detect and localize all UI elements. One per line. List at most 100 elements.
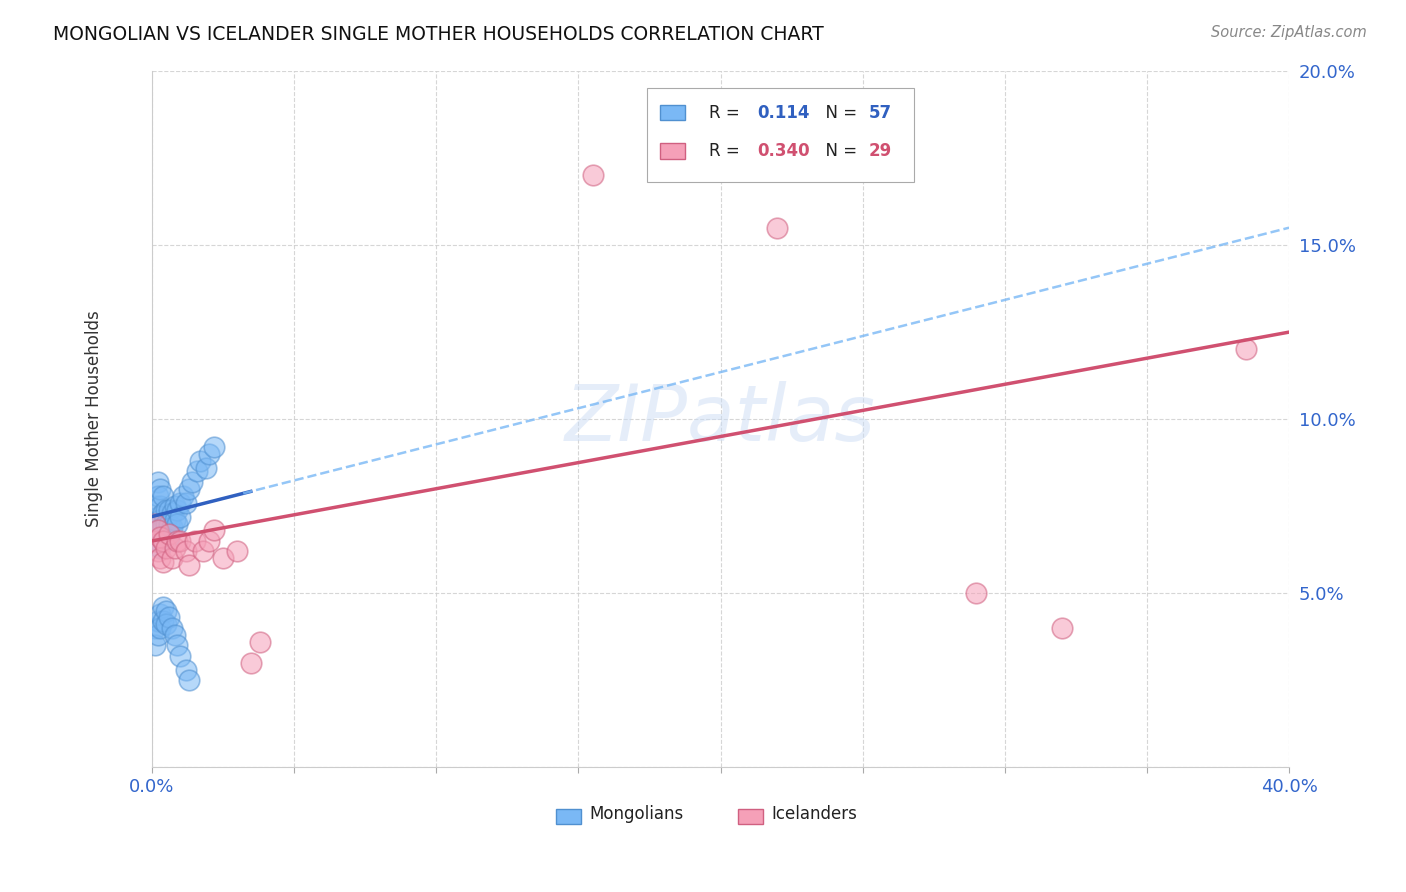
Point xyxy=(152,506,174,520)
Text: R =: R = xyxy=(709,103,745,122)
FancyBboxPatch shape xyxy=(661,144,685,159)
Point xyxy=(143,533,166,548)
Point xyxy=(152,520,174,534)
Point xyxy=(149,541,172,555)
Point xyxy=(180,475,202,489)
Point xyxy=(965,586,987,600)
Text: 0.340: 0.340 xyxy=(756,142,810,160)
Point xyxy=(177,558,200,573)
Point xyxy=(146,614,169,628)
Point xyxy=(166,502,188,516)
Point xyxy=(149,499,172,513)
Point xyxy=(149,607,172,621)
Point xyxy=(157,516,180,531)
Point xyxy=(160,621,183,635)
Point xyxy=(163,541,186,555)
Point xyxy=(197,533,219,548)
Point xyxy=(172,489,194,503)
Point xyxy=(169,648,191,663)
Point xyxy=(146,544,169,558)
Point xyxy=(157,502,180,516)
Point xyxy=(143,621,166,635)
Point xyxy=(155,531,177,545)
Point xyxy=(157,610,180,624)
FancyBboxPatch shape xyxy=(647,88,914,183)
Point xyxy=(146,524,169,538)
Point xyxy=(581,169,603,183)
Point xyxy=(143,516,166,531)
Point xyxy=(163,499,186,513)
Point xyxy=(166,533,188,548)
Point xyxy=(160,506,183,520)
Point xyxy=(191,544,214,558)
Point xyxy=(149,531,172,545)
Point xyxy=(155,541,177,555)
Point xyxy=(212,551,235,566)
Point xyxy=(163,628,186,642)
Point xyxy=(188,454,211,468)
Point xyxy=(174,663,197,677)
Point xyxy=(177,482,200,496)
Point xyxy=(157,527,180,541)
Point xyxy=(174,495,197,509)
Point xyxy=(163,513,186,527)
Point xyxy=(183,533,205,548)
Point xyxy=(152,614,174,628)
Text: Mongolians: Mongolians xyxy=(589,805,683,823)
Text: MONGOLIAN VS ICELANDER SINGLE MOTHER HOUSEHOLDS CORRELATION CHART: MONGOLIAN VS ICELANDER SINGLE MOTHER HOU… xyxy=(53,25,824,44)
Point xyxy=(169,495,191,509)
Point xyxy=(1050,621,1073,635)
Point xyxy=(149,551,172,566)
Point xyxy=(240,656,263,670)
FancyBboxPatch shape xyxy=(555,809,581,824)
Point xyxy=(186,464,208,478)
Point xyxy=(160,551,183,566)
Point xyxy=(152,555,174,569)
Point xyxy=(766,220,789,235)
Point xyxy=(160,520,183,534)
Text: Source: ZipAtlas.com: Source: ZipAtlas.com xyxy=(1211,25,1367,40)
Text: 0.114: 0.114 xyxy=(756,103,810,122)
Point xyxy=(169,533,191,548)
Text: N =: N = xyxy=(815,103,858,122)
Point xyxy=(226,544,249,558)
Point xyxy=(157,531,180,545)
Text: 29: 29 xyxy=(869,142,891,160)
Point xyxy=(194,460,217,475)
Point xyxy=(155,516,177,531)
Point xyxy=(146,533,169,548)
Point xyxy=(166,638,188,652)
Point xyxy=(204,524,226,538)
Point xyxy=(169,509,191,524)
Point xyxy=(152,600,174,615)
Point xyxy=(143,516,166,531)
Text: Icelanders: Icelanders xyxy=(772,805,858,823)
Point xyxy=(197,447,219,461)
Point xyxy=(146,628,169,642)
Point xyxy=(146,489,169,503)
Point xyxy=(204,440,226,454)
Point xyxy=(149,513,172,527)
Point xyxy=(1236,343,1258,357)
Point xyxy=(149,621,172,635)
FancyBboxPatch shape xyxy=(661,105,685,120)
Point xyxy=(249,635,271,649)
Point xyxy=(146,509,169,524)
Text: R =: R = xyxy=(709,142,745,160)
Point xyxy=(146,524,169,538)
Point xyxy=(152,533,174,548)
Point xyxy=(149,524,172,538)
Point xyxy=(155,603,177,617)
Point xyxy=(177,673,200,687)
Point xyxy=(155,617,177,632)
Text: N =: N = xyxy=(815,142,858,160)
Text: 57: 57 xyxy=(869,103,891,122)
Point xyxy=(174,544,197,558)
Point xyxy=(143,638,166,652)
Text: ZIPatlas: ZIPatlas xyxy=(565,381,876,457)
FancyBboxPatch shape xyxy=(738,809,762,824)
Point xyxy=(149,482,172,496)
Point xyxy=(146,475,169,489)
Point xyxy=(155,502,177,516)
Point xyxy=(152,533,174,548)
